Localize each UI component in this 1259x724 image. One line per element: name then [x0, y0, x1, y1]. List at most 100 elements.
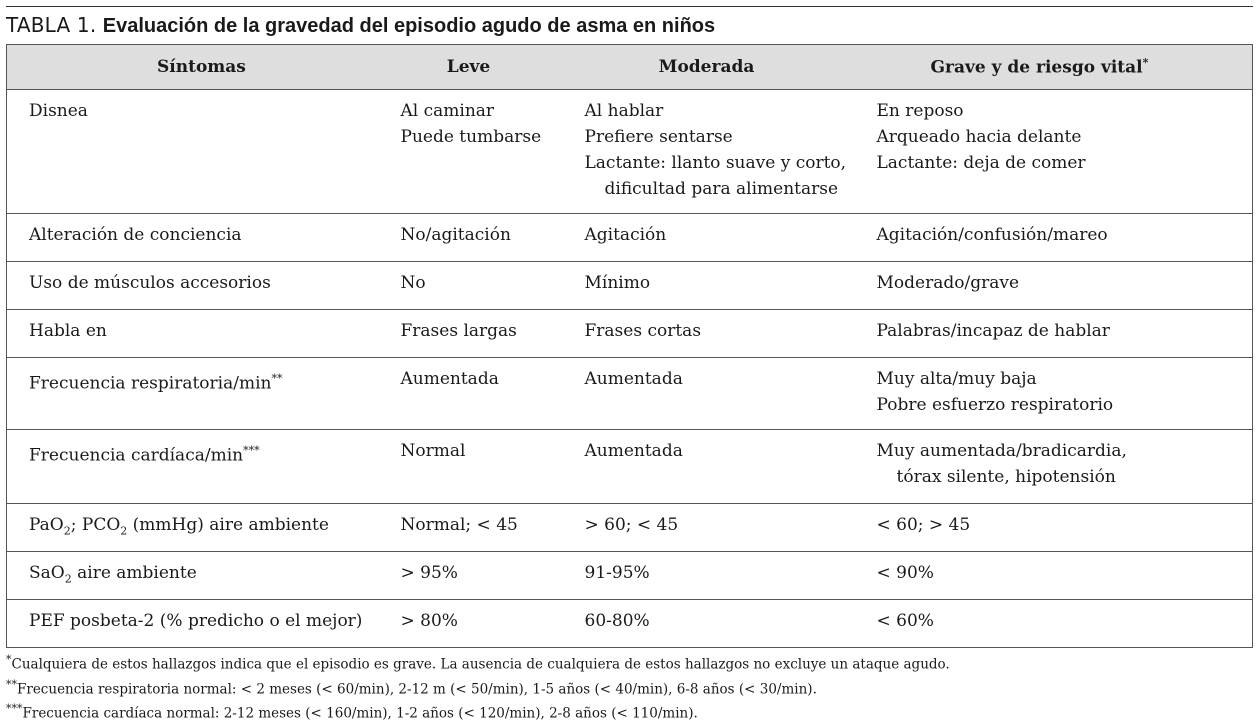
cell-line: Agitación: [584, 225, 667, 245]
cell-line: Prefiere sentarse: [584, 127, 733, 147]
cell-line: Aumentada: [584, 441, 683, 461]
cell-leve: No: [376, 261, 561, 310]
table-row: PEF posbeta-2 (% predicho o el mejor) > 8…: [6, 599, 1253, 648]
cell-line: En reposo: [876, 101, 964, 121]
table-number: TABLA 1.: [6, 13, 97, 37]
cell-text: aire ambiente: [71, 563, 197, 583]
header-grave-mark: *: [1142, 56, 1149, 70]
table-row: Uso de músculos accesorios No Mínimo Modera…: [6, 261, 1253, 310]
cell-sintoma: Uso de músculos accesorios: [6, 261, 377, 310]
cell-text: Habla en: [29, 321, 107, 341]
table-body: Disnea Al caminar Puede tumbarse Al hablar P…: [6, 89, 1253, 648]
cell-line: < 90%: [876, 563, 934, 583]
footnote: *Cualquiera de estos hallazgos indica qu…: [6, 650, 1252, 675]
cell-line: Muy alta/muy baja: [876, 369, 1037, 389]
cell-line: dificultad para alimentarse: [604, 179, 839, 199]
cell-line: tórax silente, hipotensión: [896, 467, 1116, 487]
cell-text: Frecuencia cardíaca/min: [29, 445, 244, 466]
cell-line: < 60%: [876, 611, 934, 631]
footnote-text: Frecuencia cardíaca normal: 2-12 meses (…: [22, 705, 698, 722]
footnote: ***Frecuencia cardíaca normal: 2-12 mese…: [6, 699, 1252, 724]
cell-leve: Al caminar Puede tumbarse: [376, 89, 561, 214]
cell-moderada: Al hablar Prefiere sentarse Lactante: llan…: [560, 89, 853, 214]
header-grave-label: Grave y de riesgo vital: [930, 57, 1143, 78]
header-sintomas: Síntomas: [6, 44, 377, 90]
table-row: Frecuencia respiratoria/min** Aumentada Au…: [6, 357, 1253, 430]
cell-sintoma: Habla en: [6, 309, 377, 358]
cell-line: Arqueado hacia delante: [876, 127, 1082, 147]
cell-line: Aumentada: [400, 369, 499, 389]
subscript: 2: [63, 524, 71, 538]
cell-moderada: Frases cortas: [560, 309, 853, 358]
table-row: Disnea Al caminar Puede tumbarse Al hablar P…: [6, 89, 1253, 214]
cell-text: PaO: [29, 515, 64, 535]
cell-line: Palabras/incapaz de hablar: [876, 321, 1110, 341]
header-leve: Leve: [376, 44, 561, 90]
cell-line: Frases largas: [400, 321, 517, 341]
footnote-mark: ***: [6, 702, 23, 715]
cell-line: Aumentada: [584, 369, 683, 389]
cell-line: Lactante: deja de comer: [876, 153, 1086, 173]
cell-grave: Muy aumentada/bradicardia, tórax silente,…: [852, 429, 1253, 504]
footnote-mark: *: [6, 653, 12, 666]
cell-text: Disnea: [29, 101, 88, 121]
cell-leve: Aumentada: [376, 357, 561, 430]
cell-line: Agitación/confusión/mareo: [876, 225, 1108, 245]
cell-text: Alteración de conciencia: [29, 225, 242, 245]
footnote-text: Frecuencia respiratoria normal: < 2 mese…: [17, 681, 817, 697]
cell-grave: Muy alta/muy baja Pobre esfuerzo respirat…: [852, 357, 1253, 430]
cell-sintoma: PEF posbeta-2 (% predicho o el mejor): [6, 599, 377, 648]
cell-text: Uso de músculos accesorios: [29, 273, 271, 293]
cell-moderada: > 60; < 45: [560, 503, 853, 552]
header-row: Síntomas Leve Moderada Grave y de riesgo…: [6, 44, 1253, 90]
cell-text: ; PCO: [70, 515, 121, 535]
cell-moderada: Agitación: [560, 213, 853, 262]
cell-moderada: Mínimo: [560, 261, 853, 310]
table-title: Evaluación de la gravedad del episodio a…: [102, 15, 716, 37]
table-row: PaO2; PCO2 (mmHg) aire ambiente Normal; <…: [6, 503, 1253, 552]
cell-line: < 60; > 45: [876, 515, 971, 535]
cell-line: Moderado/grave: [876, 273, 1020, 293]
footnote-mark: **: [271, 372, 283, 385]
cell-sintoma: Frecuencia respiratoria/min**: [6, 357, 377, 430]
cell-leve: > 95%: [376, 551, 561, 600]
cell-text: SaO: [29, 563, 65, 583]
table-row: SaO2 aire ambiente > 95% 91-95% < 90%: [6, 551, 1253, 600]
cell-line: Mínimo: [584, 273, 651, 293]
cell-grave: Moderado/grave: [852, 261, 1253, 310]
cell-leve: > 80%: [376, 599, 561, 648]
cell-text: (mmHg) aire ambiente: [127, 515, 329, 535]
footnote-text: Cualquiera de estos hallazgos indica que…: [11, 656, 950, 673]
footnotes: *Cualquiera de estos hallazgos indica qu…: [6, 650, 1252, 724]
footnote-mark: **: [6, 677, 17, 691]
table-row: Alteración de conciencia No/agitación Agit…: [6, 213, 1253, 262]
cell-leve: Normal: [376, 429, 561, 504]
cell-line: Pobre esfuerzo respiratorio: [876, 395, 1114, 415]
cell-grave: Agitación/confusión/mareo: [852, 213, 1253, 262]
cell-leve: Normal; < 45: [376, 503, 561, 552]
cell-moderada: Aumentada: [560, 429, 853, 504]
cell-grave: En reposo Arqueado hacia delante Lactante:…: [852, 89, 1253, 214]
cell-line: No: [400, 273, 426, 293]
cell-grave: < 60%: [852, 599, 1253, 648]
cell-moderada: Aumentada: [560, 357, 853, 430]
cell-line: > 80%: [400, 611, 458, 631]
footnote: **Frecuencia respiratoria normal: < 2 me…: [6, 675, 1252, 700]
cell-leve: Frases largas: [376, 309, 561, 358]
header-grave: Grave y de riesgo vital*: [852, 44, 1253, 90]
cell-grave: < 60; > 45: [852, 503, 1253, 552]
cell-line: Al hablar: [584, 101, 664, 121]
severity-table: Síntomas Leve Moderada Grave y de riesgo…: [6, 44, 1253, 648]
cell-sintoma: PaO2; PCO2 (mmHg) aire ambiente: [6, 503, 377, 552]
table-row: Habla en Frases largas Frases cortas Palabr…: [6, 309, 1253, 358]
cell-sintoma: Frecuencia cardíaca/min***: [6, 429, 377, 504]
cell-line: No/agitación: [400, 225, 511, 245]
cell-line: > 60; < 45: [584, 515, 679, 535]
cell-sintoma: Disnea: [6, 89, 377, 214]
cell-line: Muy aumentada/bradicardia,: [876, 441, 1127, 461]
cell-leve: No/agitación: [376, 213, 561, 262]
cell-line: Puede tumbarse: [400, 127, 542, 147]
table-caption: TABLA 1. Evaluación de la gravedad del e…: [6, 6, 1253, 43]
cell-line: Normal: [400, 441, 466, 461]
subscript: 2: [120, 524, 128, 538]
